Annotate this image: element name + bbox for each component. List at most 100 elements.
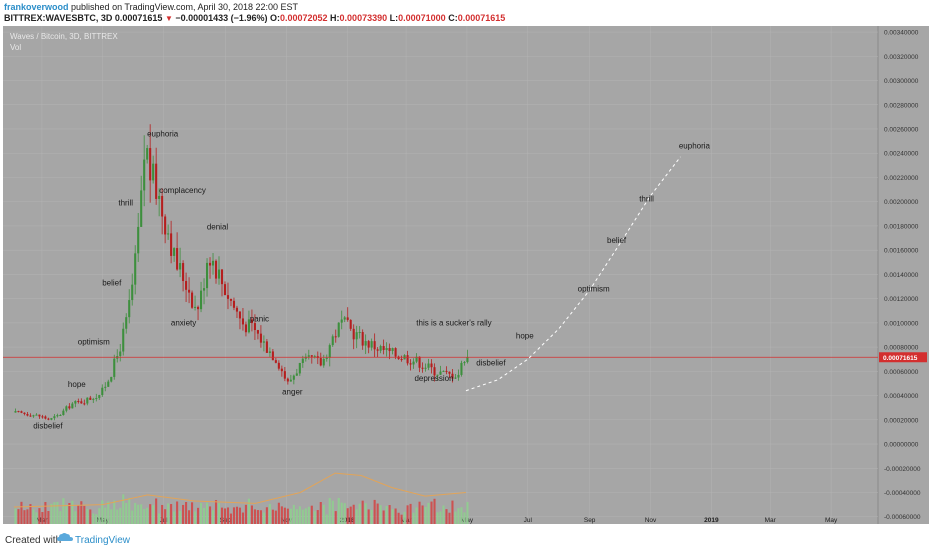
volume-bar — [379, 505, 382, 524]
candle — [373, 341, 376, 350]
volume-bar — [274, 510, 277, 524]
annotation-label: optimism — [578, 284, 610, 293]
candle — [262, 341, 265, 343]
x-tick-label: Mar — [765, 517, 777, 524]
price-chart[interactable]: 0.00340000 0.00320000 0.00300000 0.00280000… — [3, 26, 929, 526]
volume-bar — [325, 514, 328, 524]
candle — [77, 401, 80, 403]
y-tick-label: 0.00040000 — [884, 393, 919, 400]
tradingview-brand-link[interactable]: TradingView — [75, 535, 131, 546]
annotation-label: thrill — [118, 198, 133, 207]
y-tick-label: -0.00060000 — [884, 514, 921, 521]
volume-bar — [53, 502, 56, 524]
volume-bar — [205, 502, 209, 524]
author-link[interactable]: frankoverwood — [4, 2, 69, 12]
volume-bar — [259, 510, 262, 524]
candle — [346, 317, 349, 320]
candle — [167, 233, 170, 235]
volume-bar — [355, 509, 358, 524]
candle — [322, 358, 325, 366]
volume-bar — [161, 504, 164, 524]
candle — [140, 190, 143, 227]
candle — [358, 332, 361, 334]
volume-bar — [98, 508, 101, 524]
candle — [268, 351, 271, 353]
volume-bar — [409, 503, 412, 524]
volume-bar — [38, 508, 41, 524]
candle — [217, 269, 221, 279]
candle — [149, 148, 152, 181]
candle — [265, 341, 268, 353]
x-tick-label: Jul — [159, 517, 168, 524]
volume-bar — [17, 509, 20, 524]
volume-bar — [86, 509, 89, 524]
volume-bar — [373, 499, 376, 524]
candle — [35, 414, 38, 416]
candle — [211, 260, 215, 266]
volume-bar — [128, 498, 131, 524]
candle — [89, 397, 92, 400]
volume-bar — [388, 505, 391, 524]
candle — [397, 356, 400, 360]
volume-bar — [451, 500, 454, 524]
volume-bar — [403, 511, 406, 524]
volume-bar — [391, 509, 394, 524]
volume-bar — [26, 509, 29, 524]
open-value: 0.00072052 — [279, 13, 328, 23]
projection-curve — [465, 156, 681, 392]
candle — [313, 356, 316, 358]
candle — [202, 288, 206, 291]
volume-bar — [424, 506, 427, 524]
y-tick-label: 0.00300000 — [884, 78, 919, 85]
candle — [298, 362, 301, 374]
candle — [80, 401, 83, 404]
candle — [32, 415, 35, 417]
candle — [304, 356, 307, 359]
candle — [188, 289, 191, 293]
y-tick-label: 0.00120000 — [884, 296, 919, 303]
candle — [331, 336, 334, 346]
volume-bar — [176, 501, 179, 524]
candle — [247, 319, 250, 333]
price-axis — [878, 26, 929, 524]
volume-bar — [179, 510, 182, 524]
volume-bar — [116, 509, 119, 524]
candle — [301, 358, 304, 363]
candle — [355, 332, 358, 340]
candle — [244, 324, 247, 333]
candle — [50, 418, 53, 420]
candle — [310, 355, 313, 357]
annotation-label: anger — [282, 387, 303, 396]
volume-bar — [343, 503, 346, 524]
annotation-label: optimism — [78, 338, 110, 347]
candle — [131, 284, 134, 301]
volume-bar — [44, 502, 47, 524]
candle — [38, 414, 41, 417]
annotation-label: disbelief — [33, 421, 63, 430]
candle — [155, 163, 158, 199]
annotation-label: anxiety — [171, 318, 196, 327]
volume-bar — [140, 504, 143, 524]
candle — [143, 159, 146, 191]
y-tick-label: 0.00100000 — [884, 320, 919, 327]
candle — [406, 355, 409, 364]
volume-bar — [47, 510, 50, 524]
low-label: L: — [389, 13, 399, 23]
volume-bar — [77, 505, 80, 524]
volume-bar — [412, 512, 415, 524]
volume-bar — [143, 509, 146, 524]
candle — [367, 341, 370, 348]
candle — [214, 260, 218, 279]
volume-bar — [367, 509, 370, 524]
volume-bar — [292, 504, 295, 524]
candle — [238, 311, 242, 319]
candle — [83, 403, 86, 405]
candle — [232, 300, 236, 308]
candle — [325, 357, 328, 359]
candle — [56, 415, 59, 417]
volume-bar — [107, 501, 110, 524]
volume-bar — [211, 510, 215, 524]
volume-bar — [164, 509, 167, 524]
annotation-label: complacency — [159, 186, 206, 195]
volume-bar — [32, 509, 35, 524]
